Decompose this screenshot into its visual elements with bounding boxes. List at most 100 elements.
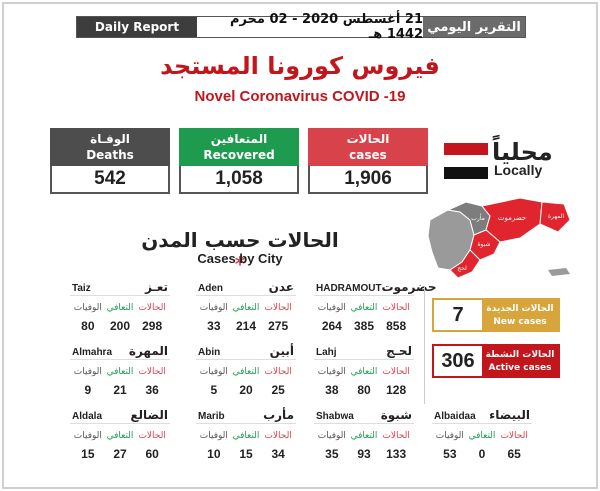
map-label-lahj: لحج <box>457 265 467 272</box>
active-cases-label-ar: الحالات النشطة <box>485 350 555 360</box>
city-recovered: 214 <box>235 319 256 333</box>
city-deaths: 38 <box>325 383 339 397</box>
map-mahra-region <box>539 201 571 233</box>
divider <box>424 286 425 404</box>
deaths-label: الوفـاة Deaths <box>50 128 170 166</box>
cities-title-star: * <box>234 252 246 276</box>
deaths-value: 542 <box>50 166 170 194</box>
city-card: Marib مأرب الوفيات التعافي الحالات 10 15 34 <box>196 408 296 470</box>
cases-label-ar: الحالات <box>346 132 390 146</box>
city-name-ar: حضرموت <box>381 280 437 294</box>
city-name-en: Albaidaa <box>434 411 476 422</box>
city-values: 35 93 133 <box>314 447 414 461</box>
deaths-stat: الوفـاة Deaths 542 <box>50 128 170 196</box>
city-card: HADRAMOUT حضرموت الوفيات التعافي الحالات 264 3… <box>314 280 437 342</box>
cases-value: 1,906 <box>308 166 428 194</box>
cases-label-en: cases <box>349 148 387 162</box>
city-cases: 60 <box>145 447 159 461</box>
city-card: Aldala الضالع الوفيات التعافي الحالات 15 27 60 <box>70 408 170 470</box>
deaths-col-label: الوفيات <box>435 431 464 441</box>
city-values: 15 27 60 <box>70 447 170 461</box>
city-name-en: Lahj <box>316 347 337 358</box>
city-labels: الوفيات التعافي الحالات <box>314 431 414 441</box>
city-name-en: Aden <box>198 283 223 294</box>
map-label-marib: مأرب <box>471 213 485 222</box>
cases-label: الحالات cases <box>308 128 428 166</box>
city-deaths: 9 <box>84 383 92 397</box>
cases-col-label: الحالات <box>382 303 410 313</box>
city-name-ar: المهرة <box>128 344 168 358</box>
deaths-col-label: الوفيات <box>73 303 102 313</box>
city-recovered: 21 <box>113 383 127 397</box>
city-card: Almahra المهرة الوفيات التعافي الحالات 9 21 36 <box>70 344 170 406</box>
city-values: 53 0 65 <box>432 447 532 461</box>
city-recovered: 0 <box>478 447 486 461</box>
recovered-col-label: التعافي <box>468 431 496 441</box>
yemen-map: حضرموت المهرة شبوة مأرب لحج <box>427 197 571 279</box>
recovered-stat: المتعافين Recovered 1,058 <box>179 128 299 196</box>
city-card: Taiz تعـز الوفيات التعافي الحالات 80 200 298 <box>70 280 170 342</box>
recovered-col-label: التعافي <box>350 303 378 313</box>
recovered-label-en: Recovered <box>203 148 275 162</box>
cases-col-label: الحالات <box>382 367 410 377</box>
cases-col-label: الحالات <box>138 303 166 313</box>
recovered-col-label: التعافي <box>232 431 260 441</box>
city-cases: 133 <box>386 447 407 461</box>
city-recovered: 27 <box>113 447 127 461</box>
cases-col-label: الحالات <box>500 431 528 441</box>
city-labels: الوفيات التعافي الحالات <box>432 431 532 441</box>
city-labels: الوفيات التعافي الحالات <box>70 367 170 377</box>
cases-col-label: الحالات <box>138 367 166 377</box>
city-name-en: Aldala <box>72 411 103 422</box>
city-card: Abin أبين الوفيات التعافي الحالات 5 20 25 <box>196 344 296 406</box>
city-values: 264 385 858 <box>314 319 414 333</box>
new-cases-label-ar: الحالات الجديدة <box>486 304 554 314</box>
city-cases: 128 <box>386 383 407 397</box>
city-deaths: 35 <box>325 447 339 461</box>
city-values: 5 20 25 <box>196 383 296 397</box>
city-header: Albaidaa البيضاء <box>432 408 532 424</box>
city-name-ar: أبين <box>269 344 294 358</box>
city-cases: 65 <box>507 447 521 461</box>
city-cases: 25 <box>271 383 285 397</box>
deaths-col-label: الوفيات <box>199 431 228 441</box>
new-cases-label-en: New cases <box>493 317 547 327</box>
cases-col-label: الحالات <box>264 367 292 377</box>
city-name-en: Almahra <box>72 347 113 358</box>
city-header: HADRAMOUT حضرموت <box>314 280 437 296</box>
city-header: Marib مأرب <box>196 408 296 424</box>
city-name-en: Taiz <box>72 283 91 294</box>
active-cases-label: الحالات النشطة Active cases <box>482 346 558 376</box>
recovered-col-label: التعافي <box>232 303 260 313</box>
city-name-en: Shabwa <box>316 411 354 422</box>
yemen-flag-icon <box>444 143 488 179</box>
city-name-ar: شبوة <box>380 408 412 422</box>
cases-col-label: الحالات <box>138 431 166 441</box>
map-label-mahra: المهرة <box>548 213 565 220</box>
city-values: 9 21 36 <box>70 383 170 397</box>
deaths-col-label: الوفيات <box>317 431 346 441</box>
title-english: Novel Coronavirus COVID -19 <box>194 88 406 105</box>
deaths-label-en: Deaths <box>86 148 134 162</box>
deaths-col-label: الوفيات <box>317 367 346 377</box>
deaths-label-ar: الوفـاة <box>90 132 130 146</box>
city-card: Lahj لحـج الوفيات التعافي الحالات 38 80 128 <box>314 344 414 406</box>
header-date: 21 أغسطس 2020 - 02 محرم 1442 هـ <box>197 12 423 42</box>
city-name-ar: البيضاء <box>489 408 530 422</box>
city-recovered: 200 <box>109 319 130 333</box>
recovered-col-label: التعافي <box>232 367 260 377</box>
city-values: 10 15 34 <box>196 447 296 461</box>
city-header: Taiz تعـز <box>70 280 170 296</box>
map-socotra-island <box>548 268 570 276</box>
locally-ar: محلياً <box>492 138 553 166</box>
map-label-shabwa: شبوة <box>477 241 490 248</box>
city-values: 38 80 128 <box>314 383 414 397</box>
map-hadramout-region <box>481 197 543 243</box>
city-cases: 858 <box>386 319 407 333</box>
locally-en: Locally <box>494 162 543 178</box>
city-header: Shabwa شبوة <box>314 408 414 424</box>
header-bar: Daily Report 21 أغسطس 2020 - 02 محرم 144… <box>76 12 526 42</box>
city-card: Albaidaa البيضاء الوفيات التعافي الحالات 53 0 6… <box>432 408 532 470</box>
cases-col-label: الحالات <box>264 431 292 441</box>
new-cases-box: 7 الحالات الجديدة New cases <box>432 298 560 332</box>
